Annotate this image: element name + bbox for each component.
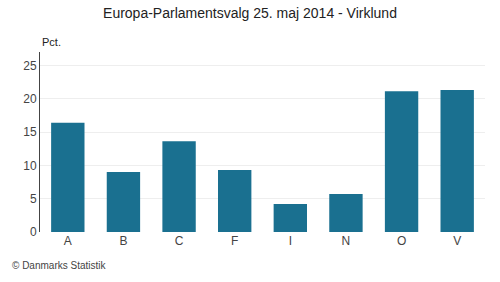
svg-text:C: C (175, 234, 184, 248)
svg-text:25: 25 (23, 59, 37, 73)
svg-text:N: N (342, 234, 351, 248)
svg-text:V: V (453, 234, 461, 248)
svg-text:5: 5 (30, 192, 37, 206)
svg-text:O: O (397, 234, 406, 248)
svg-text:I: I (289, 234, 292, 248)
svg-text:15: 15 (23, 125, 37, 139)
svg-text:© Danmarks Statistik: © Danmarks Statistik (12, 260, 107, 271)
svg-text:F: F (231, 234, 238, 248)
svg-text:Pct.: Pct. (42, 36, 61, 48)
svg-text:10: 10 (23, 159, 37, 173)
svg-text:A: A (64, 234, 72, 248)
svg-text:Europa-Parlamentsvalg 25. maj: Europa-Parlamentsvalg 25. maj 2014 - Vir… (103, 5, 397, 21)
svg-text:0: 0 (30, 225, 37, 239)
svg-text:20: 20 (23, 92, 37, 106)
svg-text:B: B (119, 234, 127, 248)
